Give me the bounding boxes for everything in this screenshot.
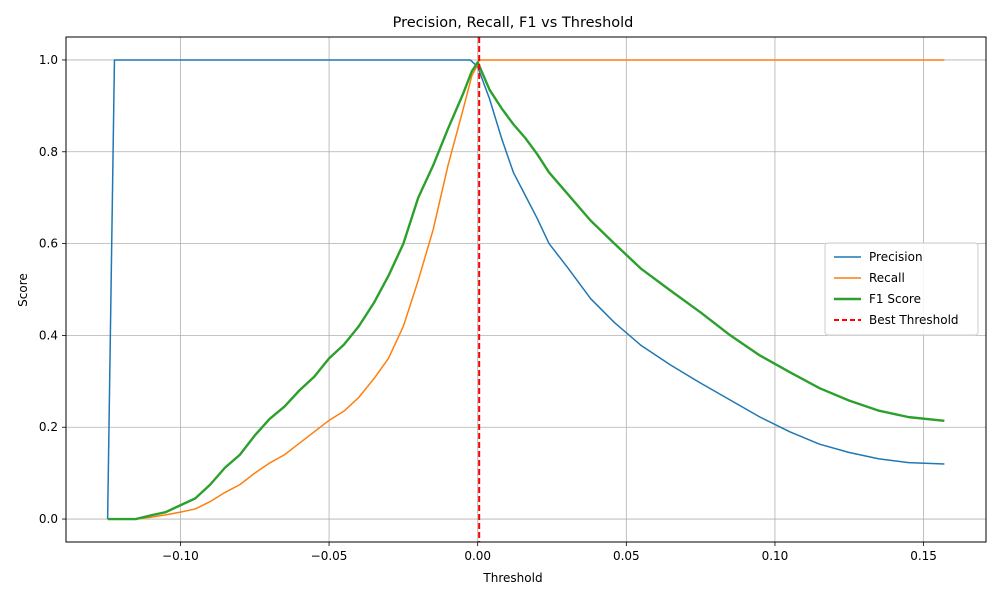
y-tick-label: 0.8 — [39, 145, 58, 159]
legend-label-precision: Precision — [869, 250, 923, 264]
chart-title: Precision, Recall, F1 vs Threshold — [393, 15, 634, 31]
y-tick-label: 0.2 — [39, 420, 58, 434]
x-tick-label: 0.15 — [910, 549, 937, 563]
x-tick-label: 0.00 — [464, 549, 491, 563]
y-tick-label: 0.4 — [39, 328, 58, 342]
legend-label-f1-score: F1 Score — [869, 292, 921, 306]
y-tick-label: 0.0 — [39, 512, 58, 526]
x-tick-label: −0.05 — [311, 549, 348, 563]
x-tick-label: −0.10 — [162, 549, 199, 563]
precision-line — [106, 59, 945, 520]
legend: Precision Recall F1 Score Best Threshold — [824, 242, 979, 336]
x-tick-label: 0.05 — [613, 549, 640, 563]
x-tick-label: 0.10 — [762, 549, 789, 563]
plot-frame — [65, 36, 987, 543]
y-axis-label: Score — [16, 273, 30, 307]
legend-label-recall: Recall — [869, 271, 905, 285]
series-lines — [106, 59, 945, 521]
legend-box — [824, 242, 979, 336]
f1-score-line — [107, 61, 945, 521]
x-axis-label: Threshold — [482, 571, 542, 585]
recall-line — [107, 59, 945, 520]
axis-ticks: −0.10 −0.05 0.00 0.05 0.10 0.15 0.0 0.2 0.4 0.6 0.… — [39, 53, 937, 563]
y-tick-label: 0.6 — [39, 237, 58, 251]
legend-label-best-threshold: Best Threshold — [869, 313, 959, 327]
y-tick-label: 1.0 — [39, 53, 58, 67]
